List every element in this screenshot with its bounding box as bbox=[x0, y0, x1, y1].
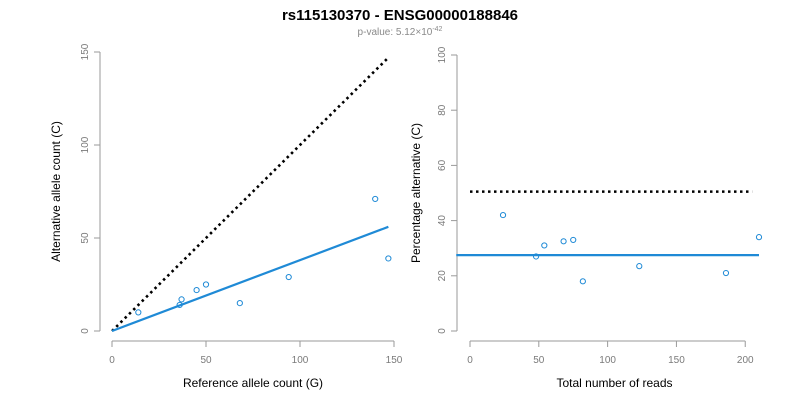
x-axis-label: Total number of reads bbox=[556, 376, 672, 390]
data-point bbox=[236, 300, 243, 307]
p-value-exponent: -42 bbox=[432, 26, 442, 33]
y-tick-label: 150 bbox=[80, 43, 91, 60]
data-point bbox=[499, 211, 507, 219]
data-point bbox=[541, 242, 548, 249]
y-tick-label: 50 bbox=[80, 232, 91, 244]
x-tick-label: 0 bbox=[109, 355, 115, 366]
data-point bbox=[178, 296, 185, 303]
data-point bbox=[755, 234, 763, 241]
x-tick-label: 100 bbox=[292, 355, 309, 366]
y-tick-label: 0 bbox=[437, 328, 448, 334]
data-point bbox=[176, 301, 183, 309]
data-point bbox=[722, 269, 730, 277]
y-tick-label: 100 bbox=[80, 136, 91, 153]
x-tick-label: 200 bbox=[737, 355, 754, 366]
y-tick-label: 100 bbox=[437, 46, 448, 63]
y-tick-label: 80 bbox=[437, 104, 448, 116]
left-scatter-panel: 0 50 100 150 0 50 100 150 Reference allele count… bbox=[49, 43, 403, 390]
data-point bbox=[560, 238, 567, 245]
data-point bbox=[570, 236, 577, 244]
y-axis-label: Alternative allele count (C) bbox=[49, 121, 63, 262]
x-tick-label: 150 bbox=[668, 355, 685, 366]
x-tick-label: 100 bbox=[599, 355, 616, 366]
p-value-text: p-value: 5.12×10 bbox=[358, 27, 433, 38]
y-axis-label: Percentage alternative (C) bbox=[409, 123, 423, 263]
y-tick-label: 20 bbox=[437, 270, 448, 282]
x-tick-label: 150 bbox=[386, 355, 403, 366]
x-tick-label: 0 bbox=[467, 355, 473, 366]
y-tick-label: 0 bbox=[80, 328, 91, 334]
x-axis-label: Reference allele count (G) bbox=[183, 376, 323, 390]
data-point bbox=[532, 253, 540, 260]
chart-title: rs115130370 - ENSG00000188846 bbox=[282, 7, 518, 24]
y-tick-label: 60 bbox=[437, 159, 448, 171]
x-tick-label: 50 bbox=[533, 355, 545, 366]
x-tick-label: 50 bbox=[200, 355, 212, 366]
data-point bbox=[285, 273, 292, 281]
chart-subtitle: p-value: 5.12×10-42 bbox=[358, 26, 443, 38]
reference-line bbox=[111, 56, 390, 332]
data-point bbox=[579, 278, 586, 285]
data-point bbox=[385, 255, 392, 262]
data-point bbox=[636, 263, 643, 270]
data-point bbox=[202, 281, 210, 288]
data-point bbox=[372, 195, 379, 203]
y-tick-label: 40 bbox=[437, 215, 448, 227]
data-point bbox=[193, 286, 200, 294]
right-scatter-panel: 0 20 40 60 80 100 0 50 100 150 200 Total number of … bbox=[409, 46, 763, 390]
fit-line bbox=[111, 225, 389, 333]
data-point bbox=[135, 309, 142, 316]
